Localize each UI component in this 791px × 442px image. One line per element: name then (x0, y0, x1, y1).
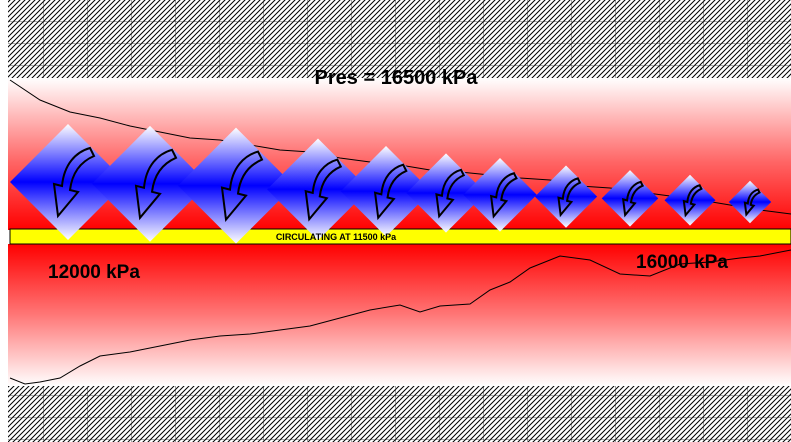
influx-arrow-icon (92, 125, 208, 242)
lower-pressure-curve (9, 249, 791, 385)
circulating-label: CIRCULATING AT 11500 kPa (276, 232, 397, 242)
right-pressure-label: 16000 kPa (636, 252, 728, 273)
influx-arrow-icon (178, 127, 294, 244)
influx-arrow-icon (340, 145, 432, 237)
influx-arrow-icon (406, 153, 486, 233)
reservoir-pressure-label: Pres = 16500 kPa (315, 67, 479, 89)
influx-arrow-icon (534, 165, 598, 228)
left-pressure-label: 12000 kPa (48, 262, 140, 283)
lower-pressure-zone (8, 244, 791, 386)
formation-top-grid (8, 0, 791, 78)
circulating-band (9, 228, 791, 245)
influx-arrow-icon (664, 174, 716, 226)
influx-arrow-icon (267, 138, 369, 241)
formation-bottom-grid (8, 386, 791, 442)
influx-arrow-icon (10, 124, 126, 240)
influx-arrow-icon (463, 158, 537, 232)
